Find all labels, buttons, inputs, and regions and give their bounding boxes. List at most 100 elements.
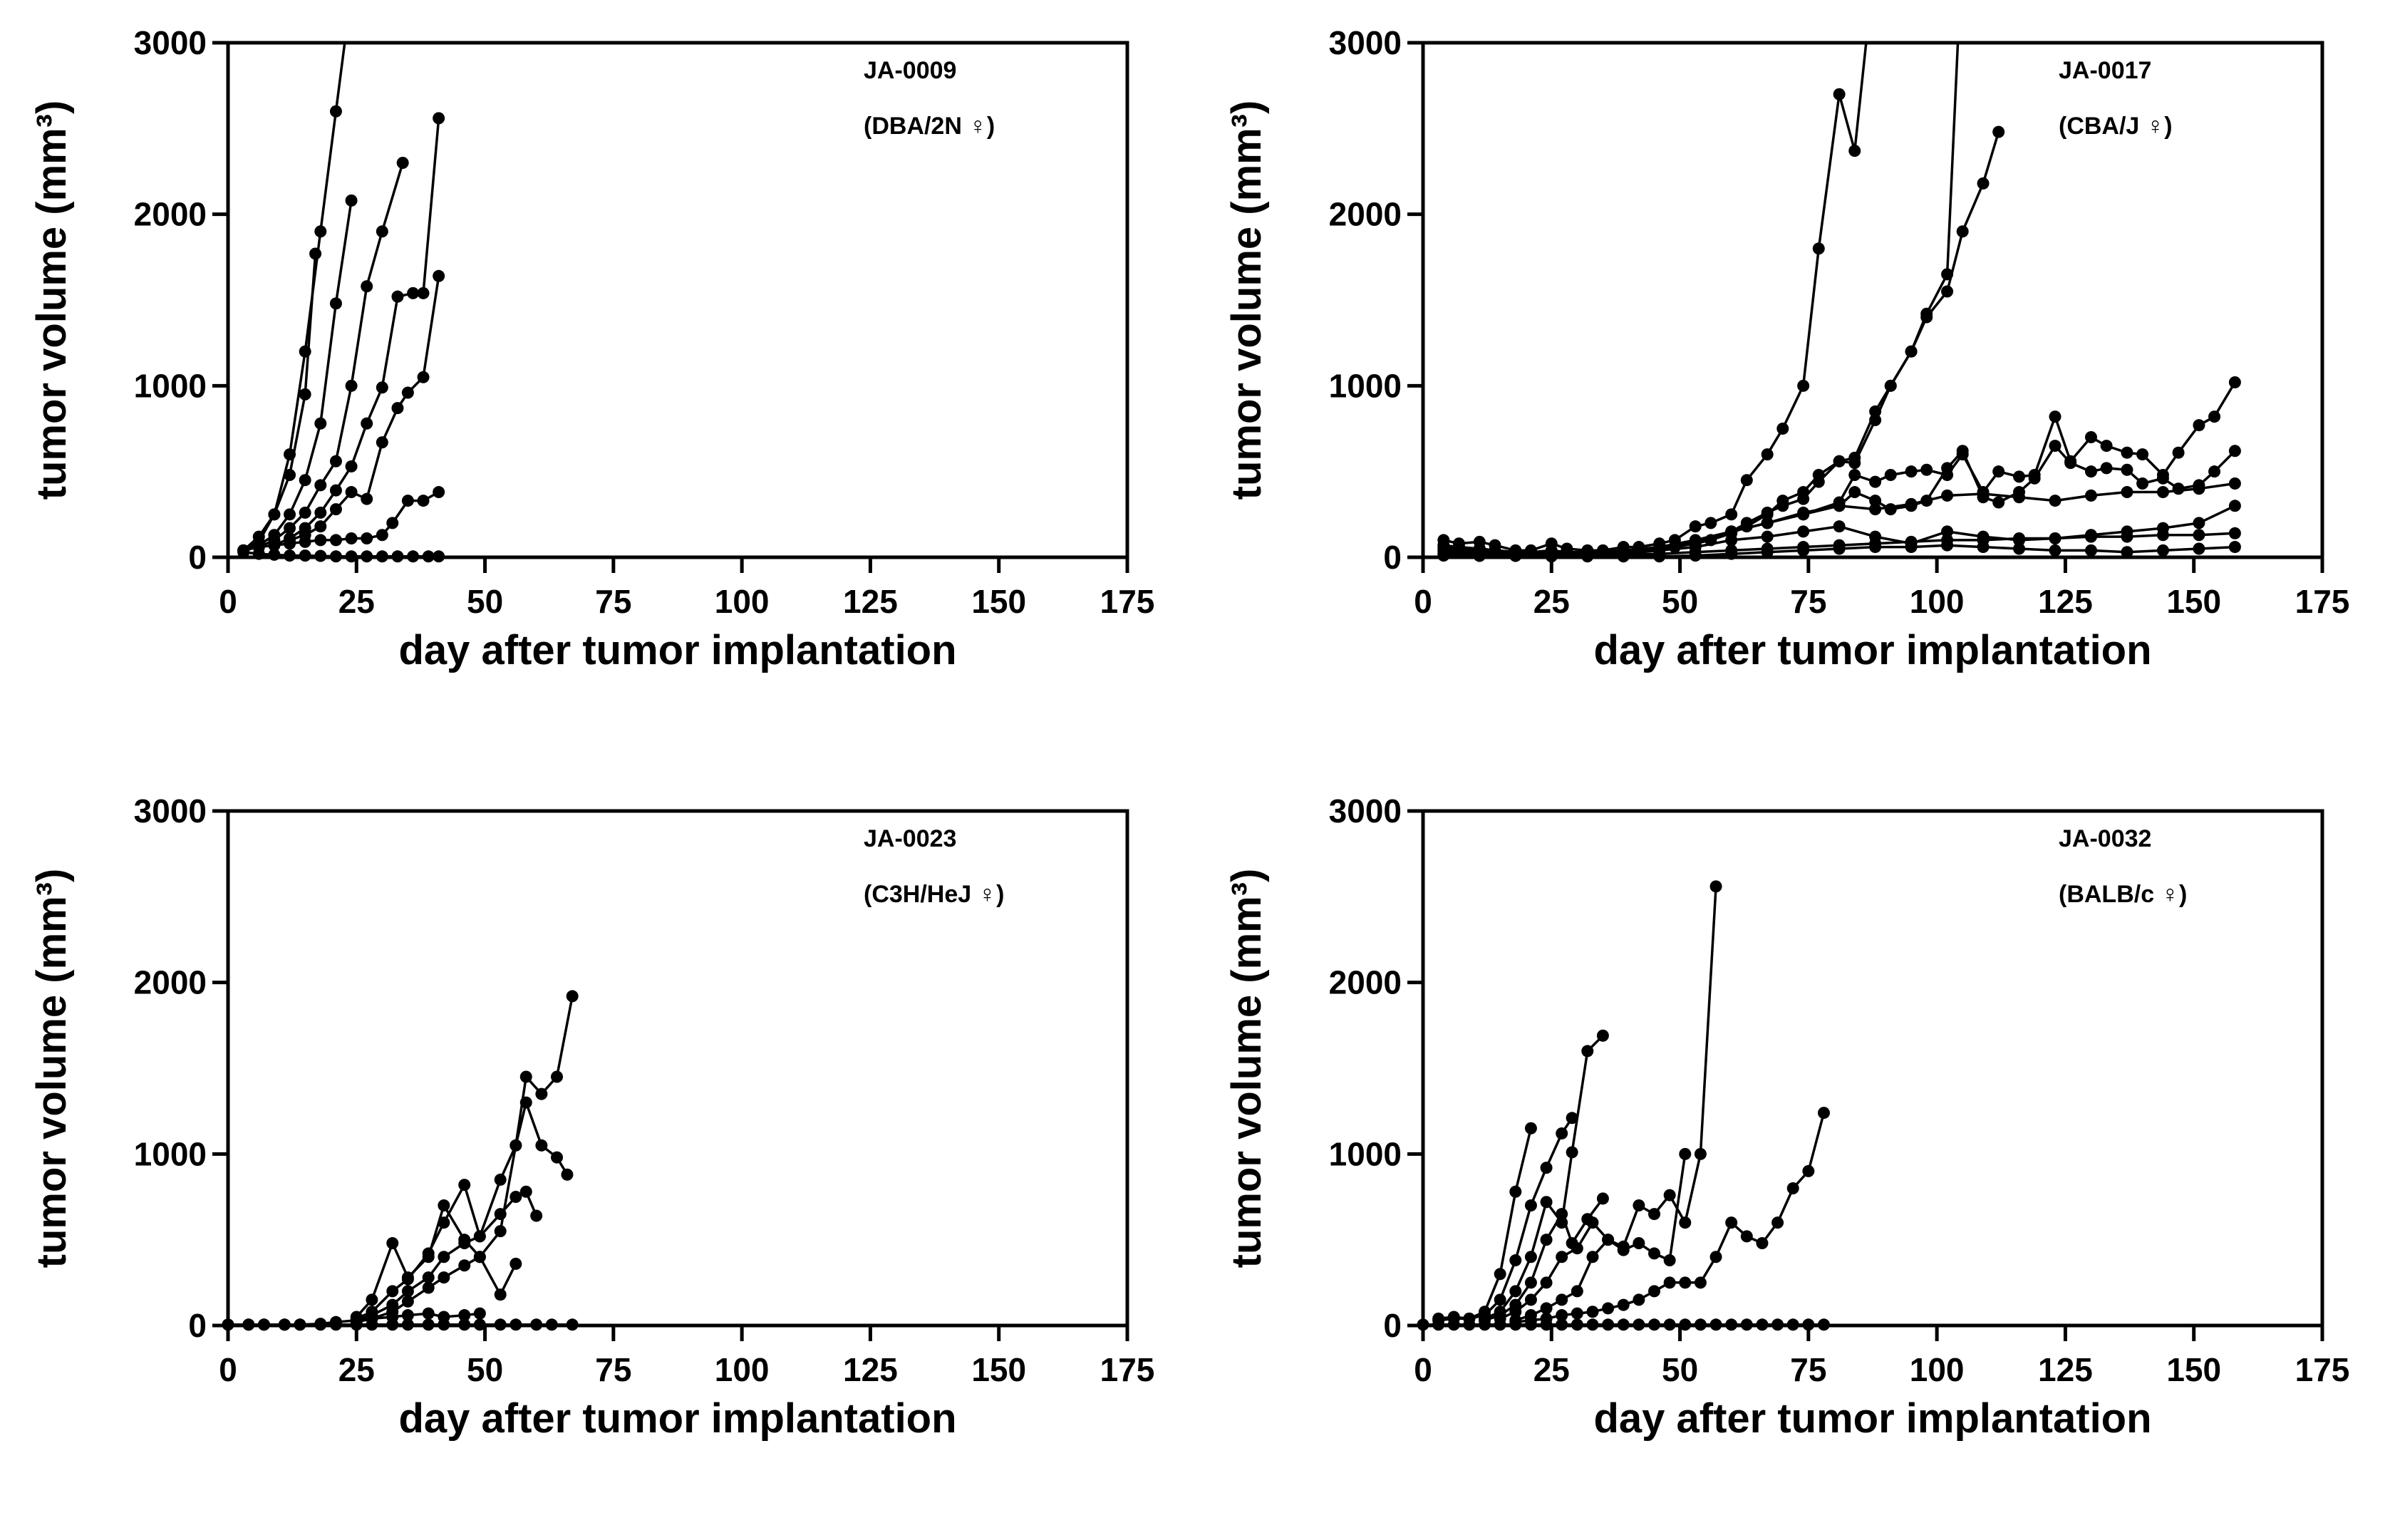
data-point: [1540, 1234, 1553, 1246]
data-point: [1802, 1164, 1815, 1177]
data-point: [1833, 542, 1846, 555]
data-point: [1663, 1189, 1676, 1201]
x-tick-label: 175: [2295, 1351, 2350, 1388]
y-tick-label: 1000: [134, 1135, 207, 1172]
data-point: [1596, 1029, 1609, 1042]
y-tick-label: 0: [1383, 539, 1402, 576]
data-point: [433, 269, 445, 282]
data-point: [314, 479, 327, 492]
data-point: [345, 460, 358, 472]
data-point: [458, 1236, 471, 1249]
data-point: [2136, 477, 2149, 490]
data-point: [2049, 495, 2061, 507]
data-point: [1786, 1318, 1799, 1331]
data-point: [401, 1295, 414, 1308]
data-point: [2100, 440, 2113, 453]
data-point: [1633, 1293, 1645, 1306]
data-point: [329, 297, 342, 310]
data-point: [376, 529, 388, 542]
data-point: [1509, 549, 1522, 562]
data-point: [376, 550, 388, 563]
data-point: [1920, 311, 1933, 324]
data-point: [1905, 497, 1918, 510]
y-tick-label: 0: [188, 1307, 207, 1344]
data-point: [519, 1096, 532, 1109]
data-point: [422, 1247, 435, 1260]
chart-annotation-strain: (C3H/HeJ ♀): [864, 881, 1004, 908]
data-point: [329, 105, 342, 118]
data-point: [1884, 468, 1897, 481]
data-point: [1679, 1216, 1692, 1229]
data-point: [2121, 546, 2133, 559]
data-point: [1689, 549, 1702, 562]
data-point: [438, 1318, 450, 1331]
data-point: [561, 1168, 574, 1181]
data-point: [2228, 527, 2241, 539]
data-point: [401, 495, 414, 507]
data-point: [2208, 410, 2221, 423]
data-point: [1586, 1318, 1599, 1331]
data-point: [1905, 345, 1918, 358]
plot-frame: [226, 809, 1129, 1328]
data-point: [1941, 285, 1954, 298]
y-axis-label: tumor volume (mm³): [29, 869, 75, 1268]
data-point: [1694, 1147, 1707, 1160]
y-axis-label: tumor volume (mm³): [29, 100, 75, 500]
data-point: [1545, 550, 1558, 563]
data-point: [294, 1318, 306, 1331]
data-point: [2228, 376, 2241, 389]
plot-frame: [226, 41, 1129, 559]
data-point: [1941, 489, 1954, 502]
data-point: [1869, 413, 1882, 426]
data-point: [1704, 517, 1717, 529]
data-point: [530, 1318, 543, 1331]
y-tick-label: 2000: [1329, 196, 1402, 233]
data-point: [1694, 1276, 1707, 1289]
data-point: [345, 486, 358, 499]
data-point: [1617, 1244, 1630, 1256]
data-point: [1977, 541, 1990, 554]
x-axis-label: day after tumor implantation: [398, 627, 956, 673]
data-point: [1571, 1307, 1583, 1320]
data-point: [2121, 446, 2133, 459]
data-point: [2064, 457, 2077, 470]
data-point: [1802, 1318, 1815, 1331]
data-point: [1540, 1318, 1553, 1331]
data-point: [268, 548, 281, 561]
data-point: [237, 546, 250, 559]
data-point: [2121, 530, 2133, 543]
data-point: [1571, 1285, 1583, 1298]
data-point: [407, 550, 420, 563]
data-point: [376, 436, 388, 449]
y-axis-label: tumor volume (mm³): [1224, 869, 1270, 1268]
data-point: [314, 1318, 327, 1331]
data-point: [566, 990, 579, 1003]
data-point: [1797, 492, 1810, 505]
y-tick-label: 2000: [134, 196, 207, 233]
series-line: [1443, 381, 2236, 554]
data-point: [366, 1318, 378, 1331]
x-tick-label: 150: [971, 583, 1026, 620]
x-tick-label: 0: [219, 583, 237, 620]
x-tick-label: 50: [467, 1351, 503, 1388]
data-point: [2121, 463, 2133, 476]
data-point: [242, 1318, 255, 1331]
chart-annotation-id: JA-0009: [864, 57, 956, 84]
data-point: [1776, 423, 1789, 435]
data-point: [2156, 472, 2169, 485]
data-point: [361, 417, 373, 430]
data-point: [519, 1185, 532, 1198]
x-tick-label: 50: [467, 583, 503, 620]
x-tick-label: 175: [2295, 583, 2350, 620]
plot-frame: [1421, 809, 2324, 1328]
data-point: [361, 532, 373, 545]
series-line: [1730, 131, 2000, 533]
data-point: [386, 1318, 399, 1331]
data-point: [1566, 1112, 1578, 1125]
series-line: [356, 1255, 517, 1323]
data-point: [1524, 1318, 1537, 1331]
data-point: [1494, 1318, 1506, 1331]
data-point: [458, 1259, 471, 1272]
data-point: [1509, 1285, 1522, 1298]
